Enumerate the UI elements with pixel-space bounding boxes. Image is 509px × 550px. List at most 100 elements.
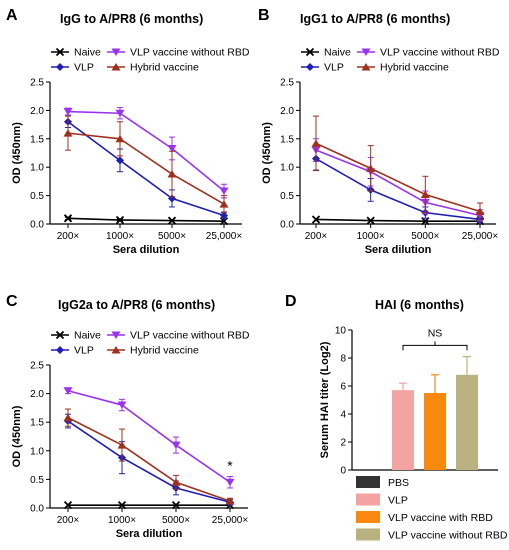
significance-label: NS: [428, 327, 443, 339]
x-tick-label: 25,000×: [462, 231, 499, 242]
data-point: [311, 139, 321, 147]
y-axis-label: OD (450nm): [11, 405, 23, 467]
y-tick-label: 1.0: [280, 163, 294, 174]
x-tick-label: 1000×: [106, 231, 134, 242]
data-point: [117, 441, 127, 449]
series-line: [315, 218, 480, 222]
y-tick-label: 0.0: [30, 220, 44, 231]
y-tick-label: 6: [340, 382, 346, 393]
series-line: [67, 389, 231, 483]
y-tick-label: 2: [340, 438, 346, 449]
legend-label: VLP: [74, 345, 94, 357]
data-point: [115, 215, 125, 225]
panel-c-line-chart: 0.0 0.5 1.0 1.5 2.0 2.5 200× 1000× 5000× 25,000× S…: [11, 330, 250, 541]
x-tick-label: 200×: [57, 515, 80, 526]
x-tick-label: 1000×: [357, 231, 385, 242]
y-tick-label: 0.0: [280, 220, 294, 231]
panel-letter-c: C: [6, 293, 18, 310]
data-point: [171, 501, 181, 510]
series-line: [67, 132, 225, 205]
legend-label: VLP vaccine with RBD: [388, 512, 493, 524]
panel-letter-d: D: [285, 293, 297, 310]
legend-label: VLP vaccine without RBD: [380, 47, 500, 59]
y-tick-label: 1.0: [30, 446, 44, 457]
significance-bracket: [402, 344, 468, 351]
legend-label: VLP: [74, 62, 94, 74]
data-point: [171, 478, 181, 486]
data-point: [115, 134, 125, 143]
y-axis-label: OD (450nm): [11, 122, 23, 184]
y-tick-label: 0.5: [30, 191, 44, 202]
x-tick-label: 5000×: [162, 515, 190, 526]
legend-label: Naive: [74, 330, 101, 342]
data-point: [116, 156, 124, 165]
series-line: [67, 121, 225, 217]
data-point: [225, 497, 235, 505]
y-tick-label: 10: [335, 326, 347, 337]
legend-marker: [111, 63, 121, 71]
x-tick-label: 200×: [305, 231, 328, 242]
data-point: [366, 216, 375, 225]
legend-marker: [111, 331, 121, 339]
data-point: [311, 215, 321, 224]
legend-marker: [56, 63, 64, 71]
y-tick-label: 0.5: [280, 191, 294, 202]
y-tick-label: 2.5: [30, 78, 44, 89]
x-tick-label: 25,000×: [212, 515, 249, 526]
legend-label: PBS: [388, 477, 409, 489]
legend-marker: [306, 63, 314, 71]
panel-letter-b: B: [258, 7, 270, 24]
y-tick-label: 2.0: [30, 389, 44, 400]
panel-a-title: IgG to A/PR8 (6 months): [60, 12, 203, 26]
series-line: [67, 420, 231, 504]
data-point: [220, 211, 228, 220]
series-line: [315, 149, 481, 217]
panel-c-title: IgG2a to A/PR8 (6 months): [58, 298, 215, 312]
x-tick-label: 5000×: [411, 231, 439, 242]
y-tick-label: 2.5: [30, 361, 44, 372]
data-point: [167, 170, 177, 178]
y-tick-label: 2.0: [280, 106, 294, 117]
panel-a-line-chart: 0.0 0.5 1.0 1.5 2.0 2.5 200× 1000× 5000× 25,000× S…: [11, 47, 250, 257]
data-point: [420, 190, 430, 198]
data-point: [63, 214, 73, 223]
x-axis-label: Sera dilution: [116, 528, 183, 540]
bar: [456, 374, 478, 470]
y-tick-label: 2.5: [280, 78, 294, 89]
panel-d-bar-chart: 0 2 4 6 8 10 Serum HAI titer (Log2) NS PBS VLP VLP…: [319, 326, 508, 542]
bar: [392, 390, 414, 470]
data-point: [63, 387, 73, 395]
data-point: [117, 401, 127, 410]
data-point: [63, 129, 73, 137]
bar: [424, 393, 446, 470]
series-line: [67, 217, 225, 222]
y-axis-label: Serum HAI titer (Log2): [319, 341, 331, 458]
data-point: [115, 109, 125, 118]
significance-star: *: [227, 458, 233, 474]
x-tick-label: 1000×: [108, 515, 136, 526]
x-axis-label: Sera dilution: [365, 244, 432, 256]
legend-label: VLP vaccine without RBD: [388, 530, 508, 542]
data-point: [366, 164, 376, 172]
data-point: [219, 187, 229, 196]
legend-label: Naive: [74, 47, 101, 59]
data-point: [117, 501, 127, 510]
panel-b-line-chart: 0.0 0.5 1.0 1.5 2.0 2.5 200× 1000× 5000× 25,000× S…: [261, 47, 500, 257]
legend-marker: [111, 346, 121, 354]
y-tick-label: 1.5: [280, 134, 294, 145]
legend-label: VLP vaccine without RBD: [130, 330, 250, 342]
y-axis-label: OD (450nm): [261, 122, 273, 184]
legend-marker: [361, 48, 371, 56]
y-tick-label: 2.0: [30, 106, 44, 117]
legend-label: Hybrid vaccine: [380, 62, 449, 74]
series-line: [67, 416, 231, 502]
data-point: [225, 478, 235, 487]
data-point: [421, 217, 430, 226]
panel-letter-a: A: [6, 7, 18, 24]
legend-label: Naive: [324, 47, 351, 59]
x-tick-label: 25,000×: [206, 231, 243, 242]
data-point: [63, 108, 73, 116]
x-tick-label: 5000×: [158, 231, 186, 242]
y-tick-label: 1.5: [30, 418, 44, 429]
legend-swatch: [356, 476, 380, 488]
